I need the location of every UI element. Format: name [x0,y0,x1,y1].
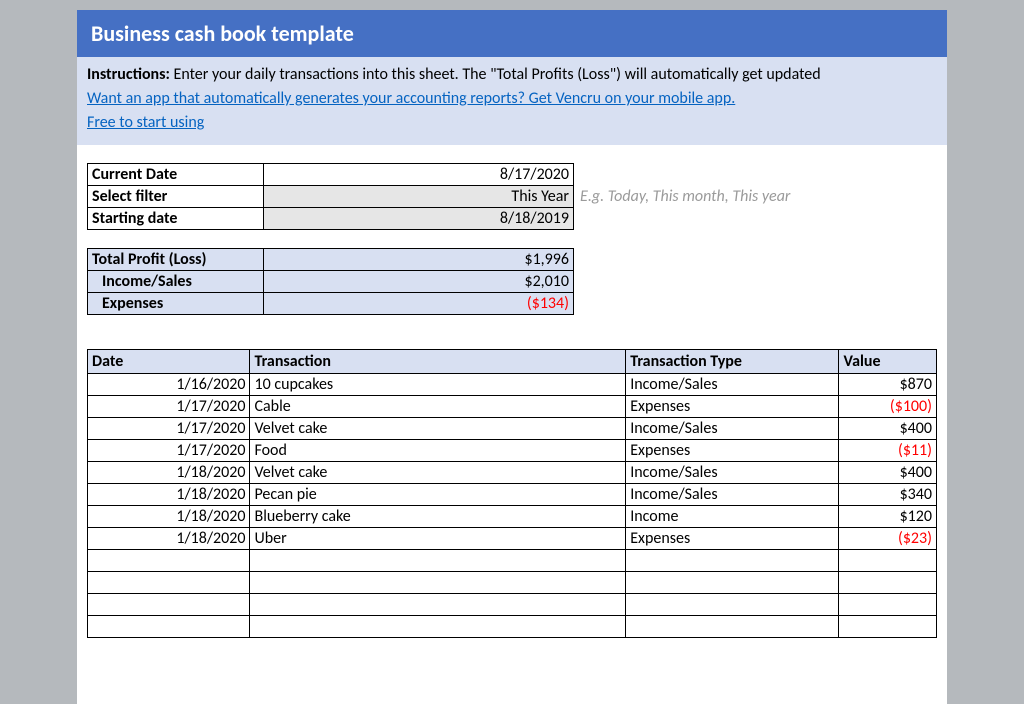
table-row-empty [88,550,937,572]
tx-type[interactable]: Income/Sales [626,418,839,440]
tx-transaction[interactable]: 10 cupcakes [250,374,626,396]
tx-type[interactable]: Income/Sales [626,484,839,506]
tx-type[interactable]: Income/Sales [626,374,839,396]
starting-date-label: Starting date [88,208,264,230]
tx-header-value: Value [839,350,937,374]
income-value: $2,010 [264,271,574,293]
tx-value[interactable]: ($23) [839,528,937,550]
tx-type[interactable]: Expenses [626,396,839,418]
tx-type[interactable]: Expenses [626,440,839,462]
tx-transaction[interactable]: Uber [250,528,626,550]
tx-value[interactable]: $120 [839,506,937,528]
select-filter-label: Select filter [88,186,264,208]
current-date-label: Current Date [88,164,264,186]
tx-date[interactable]: 1/18/2020 [88,528,250,550]
tx-date[interactable]: 1/17/2020 [88,418,250,440]
tx-value[interactable]: $400 [839,418,937,440]
empty-cell[interactable] [250,550,626,572]
table-row: 1/17/2020CableExpenses($100) [88,396,937,418]
summary-row-expenses: Expenses ($134) [88,293,574,315]
tx-value[interactable]: $870 [839,374,937,396]
empty-cell[interactable] [839,616,937,638]
tx-type[interactable]: Income [626,506,839,528]
tx-header-type: Transaction Type [626,350,839,374]
empty-cell[interactable] [250,572,626,594]
tx-transaction[interactable]: Pecan pie [250,484,626,506]
select-filter-hint: E.g. Today, This month, This year [574,186,795,208]
table-row-empty [88,594,937,616]
tx-type[interactable]: Income/Sales [626,462,839,484]
expenses-value: ($134) [264,293,574,315]
title-text: Business cash book template [91,20,354,47]
table-row: 1/17/2020FoodExpenses($11) [88,440,937,462]
title-bar: Business cash book template [77,10,947,57]
empty-cell[interactable] [626,550,839,572]
tx-header-date: Date [88,350,250,374]
meta-table: Current Date 8/17/2020 Select filter Thi… [87,163,795,230]
promo-link-2[interactable]: Free to start using [87,113,204,132]
meta-row-current-date: Current Date 8/17/2020 [88,164,795,186]
tx-header-row: Date Transaction Transaction Type Value [88,350,937,374]
table-row: 1/17/2020Velvet cakeIncome/Sales$400 [88,418,937,440]
tx-value[interactable]: ($100) [839,396,937,418]
empty-cell[interactable] [88,616,250,638]
instructions-box: Instructions: Enter your daily transacti… [77,57,947,145]
expenses-label: Expenses [88,293,264,315]
empty-cell[interactable] [839,572,937,594]
empty-cell[interactable] [839,594,937,616]
meta-row-select-filter: Select filter This Year E.g. Today, This… [88,186,795,208]
total-profit-label: Total Profit (Loss) [88,249,264,271]
content-area: Current Date 8/17/2020 Select filter Thi… [77,145,947,638]
empty-cell[interactable] [839,550,937,572]
summary-row-income: Income/Sales $2,010 [88,271,574,293]
tx-date[interactable]: 1/17/2020 [88,396,250,418]
transactions-table: Date Transaction Transaction Type Value … [87,349,937,638]
summary-row-total: Total Profit (Loss) $1,996 [88,249,574,271]
tx-transaction[interactable]: Blueberry cake [250,506,626,528]
tx-date[interactable]: 1/16/2020 [88,374,250,396]
current-date-value[interactable]: 8/17/2020 [264,164,574,186]
tx-value[interactable]: $340 [839,484,937,506]
table-row-empty [88,572,937,594]
tx-date[interactable]: 1/18/2020 [88,484,250,506]
table-row: 1/18/2020UberExpenses($23) [88,528,937,550]
instructions-text: Enter your daily transactions into this … [170,65,821,84]
tx-type[interactable]: Expenses [626,528,839,550]
tx-date[interactable]: 1/17/2020 [88,440,250,462]
meta-row-starting-date: Starting date 8/18/2019 [88,208,795,230]
empty-cell[interactable] [626,594,839,616]
income-label: Income/Sales [88,271,264,293]
empty-cell[interactable] [250,594,626,616]
empty-cell[interactable] [250,616,626,638]
promo-link-1[interactable]: Want an app that automatically generates… [87,89,735,108]
tx-transaction[interactable]: Food [250,440,626,462]
table-row: 1/18/2020Blueberry cakeIncome$120 [88,506,937,528]
total-profit-value: $1,996 [264,249,574,271]
tx-transaction[interactable]: Velvet cake [250,462,626,484]
starting-date-value[interactable]: 8/18/2019 [264,208,574,230]
spreadsheet-sheet: Business cash book template Instructions… [77,10,947,704]
empty-cell[interactable] [88,594,250,616]
select-filter-value[interactable]: This Year [264,186,574,208]
tx-date[interactable]: 1/18/2020 [88,506,250,528]
table-row-empty [88,616,937,638]
tx-value[interactable]: $400 [839,462,937,484]
table-row: 1/18/2020Velvet cakeIncome/Sales$400 [88,462,937,484]
empty-cell[interactable] [626,572,839,594]
tx-transaction[interactable]: Velvet cake [250,418,626,440]
tx-date[interactable]: 1/18/2020 [88,462,250,484]
empty-cell[interactable] [626,616,839,638]
empty-cell[interactable] [88,550,250,572]
instructions-label: Instructions: [87,65,170,84]
table-row: 1/16/202010 cupcakesIncome/Sales$870 [88,374,937,396]
empty-cell[interactable] [88,572,250,594]
tx-header-transaction: Transaction [250,350,626,374]
tx-value[interactable]: ($11) [839,440,937,462]
summary-table: Total Profit (Loss) $1,996 Income/Sales … [87,248,574,315]
table-row: 1/18/2020Pecan pieIncome/Sales$340 [88,484,937,506]
tx-transaction[interactable]: Cable [250,396,626,418]
